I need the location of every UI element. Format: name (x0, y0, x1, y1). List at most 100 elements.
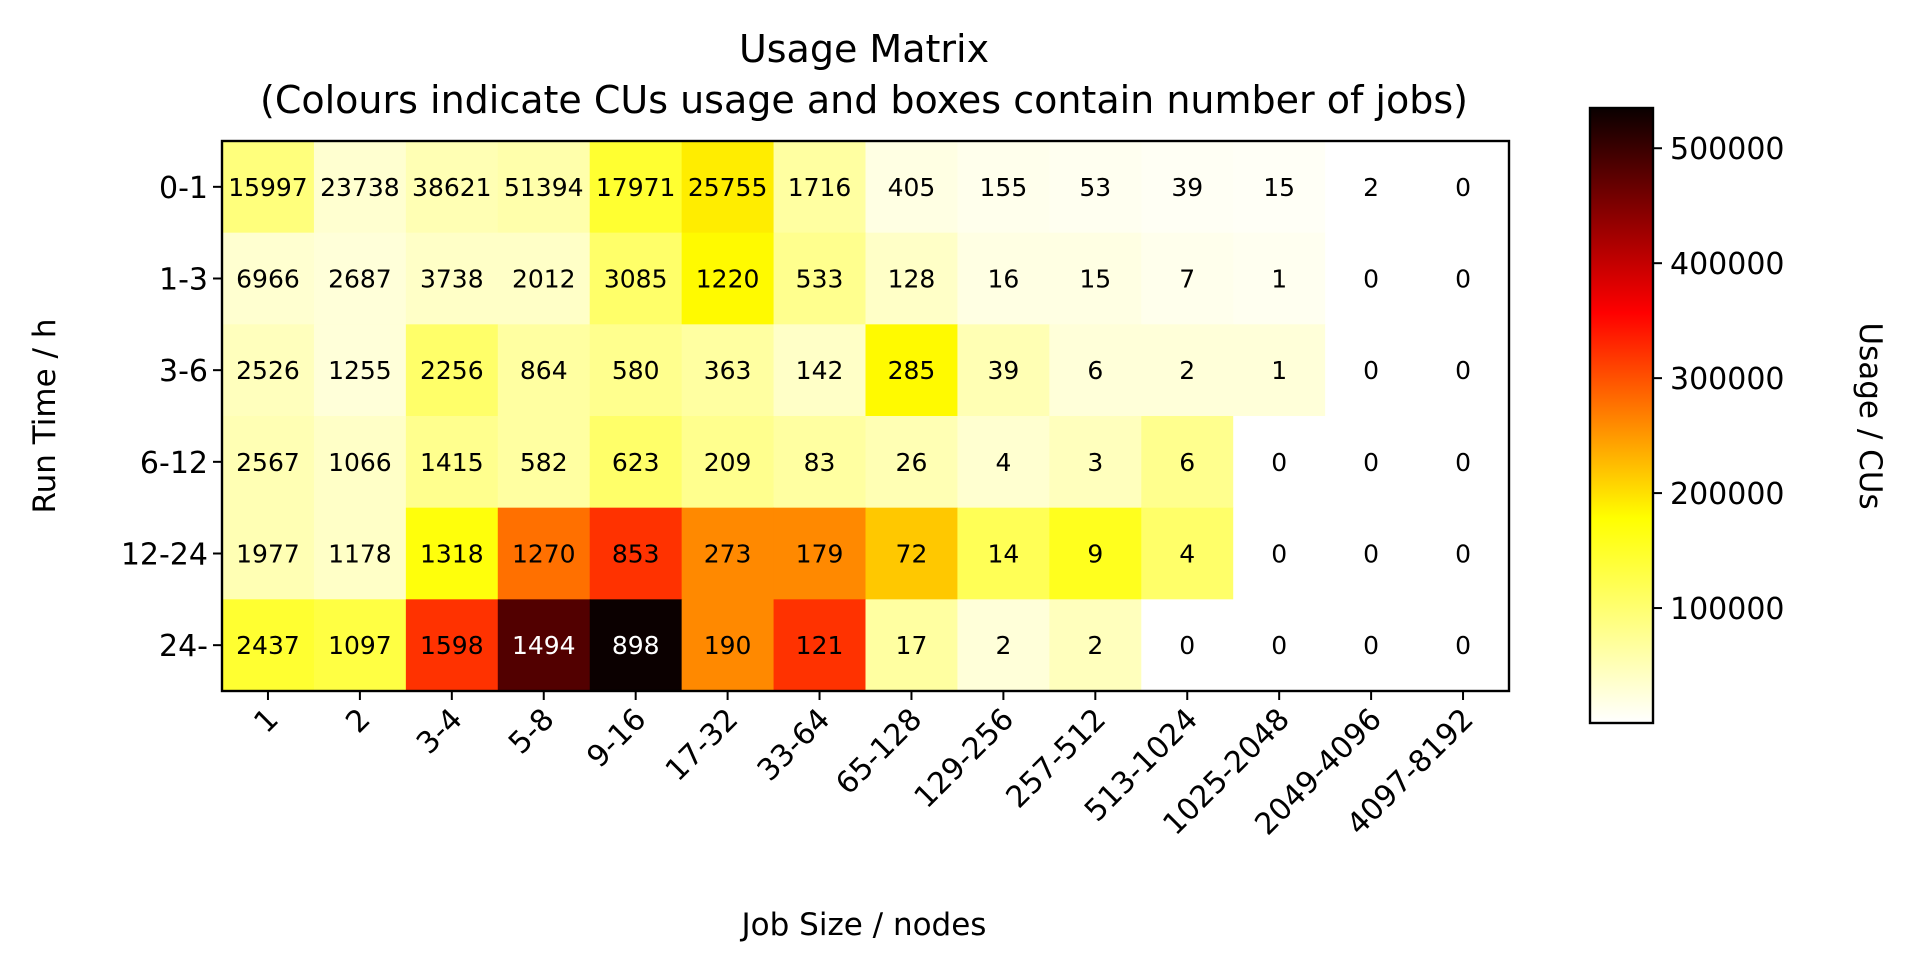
cell-value-label: 3738 (420, 265, 484, 294)
cell-value-label: 1255 (328, 356, 392, 385)
heatmap-cell (589, 416, 683, 509)
cell-value-label: 273 (704, 540, 752, 569)
cell-value-label: 190 (704, 631, 752, 660)
x-tick-label: 5-8 (502, 702, 561, 761)
cell-value-label: 4 (1179, 540, 1195, 569)
heatmap-cell (405, 232, 499, 325)
heatmap-cell (1325, 324, 1418, 417)
heatmap-cell (222, 416, 315, 509)
heatmap-cell (865, 232, 959, 325)
heatmap-cell (957, 141, 1050, 234)
cell-value-label: 0 (1271, 631, 1287, 660)
cell-value-label: 285 (888, 356, 936, 385)
cell-value-label: 7 (1179, 265, 1195, 294)
cell-value-label: 15 (1263, 173, 1295, 202)
heatmap-cell (957, 232, 1050, 325)
cell-value-label: 38621 (412, 173, 492, 202)
cell-value-label: 1 (1271, 265, 1287, 294)
heatmap-cell (681, 416, 775, 509)
cell-value-label: 405 (888, 173, 936, 202)
y-axis-label: Run Time / h (27, 319, 63, 514)
heatmap-cell (1049, 232, 1142, 325)
cell-value-label: 2437 (236, 631, 300, 660)
heatmap-cell (222, 324, 315, 417)
heatmap-cell (1141, 141, 1234, 234)
x-tick-label: 1 (247, 702, 285, 740)
heatmap-cell (1417, 416, 1510, 509)
cell-value-label: 0 (1363, 265, 1379, 294)
heatmap-cell (1417, 324, 1510, 417)
heatmap-cell (1141, 232, 1234, 325)
heatmap-cell (1141, 416, 1234, 509)
y-tick-label: 1-3 (159, 263, 208, 298)
heatmap-cells (222, 141, 1510, 692)
cell-value-label: 25755 (688, 173, 768, 202)
heatmap-cell (865, 599, 959, 692)
cell-value-label: 6966 (236, 265, 300, 294)
heatmap-cell (1141, 599, 1234, 692)
heatmap-cell (589, 232, 683, 325)
heatmap-cell (589, 324, 683, 417)
cell-value-label: 4 (995, 448, 1011, 477)
colorbar-tick-label: 300000 (1670, 362, 1785, 397)
cell-value-label: 1220 (696, 265, 760, 294)
heatmap-cell (1325, 599, 1418, 692)
heatmap-cell (1417, 507, 1510, 600)
heatmap-cell (681, 599, 775, 692)
cell-value-label: 0 (1455, 540, 1471, 569)
heatmap-cell (1233, 232, 1326, 325)
cell-value-label: 0 (1455, 173, 1471, 202)
heatmap-cell (222, 599, 315, 692)
cell-value-label: 83 (804, 448, 836, 477)
cell-value-label: 2 (1087, 631, 1103, 660)
cell-value-label: 0 (1179, 631, 1195, 660)
heatmap-cell (497, 507, 591, 600)
y-tick-label: 6-12 (140, 446, 208, 481)
cell-value-label: 51394 (504, 173, 584, 202)
cell-value-label: 2256 (420, 356, 484, 385)
cell-value-label: 1977 (236, 540, 300, 569)
heatmap-cell (957, 599, 1050, 692)
heatmap-cell (773, 416, 867, 509)
cell-value-label: 39 (1171, 173, 1203, 202)
cell-value-label: 2687 (328, 265, 392, 294)
y-tick-label: 3-6 (159, 354, 208, 389)
heatmap-cell (773, 599, 867, 692)
cell-value-label: 121 (796, 631, 844, 660)
cell-value-label: 72 (896, 540, 928, 569)
heatmap-cell (589, 141, 683, 234)
heatmap-cell (773, 141, 867, 234)
cell-value-label: 26 (896, 448, 928, 477)
heatmap-cell (405, 599, 499, 692)
heatmap-cell (405, 141, 499, 234)
cell-value-label: 15 (1079, 265, 1111, 294)
cell-value-label: 53 (1079, 173, 1111, 202)
x-tick-label: 2 (339, 702, 377, 740)
heatmap-cell (313, 232, 407, 325)
cell-value-label: 2526 (236, 356, 300, 385)
heatmap-cell (957, 416, 1050, 509)
heatmap-cell (222, 141, 315, 234)
cell-value-label: 0 (1363, 448, 1379, 477)
cell-value-label: 14 (987, 540, 1019, 569)
heatmap-cell (681, 232, 775, 325)
cell-value-label: 853 (612, 540, 660, 569)
heatmap-cell (681, 141, 775, 234)
cell-value-label: 363 (704, 356, 752, 385)
y-tick-label: 12-24 (121, 538, 208, 573)
cell-value-label: 0 (1363, 631, 1379, 660)
heatmap-cell (1417, 599, 1510, 692)
heatmap-cell (681, 507, 775, 600)
x-tick-label: 17-32 (659, 702, 745, 788)
heatmap-cell (313, 416, 407, 509)
heatmap-cell (865, 507, 959, 600)
cell-value-label: 16 (987, 265, 1019, 294)
heatmap-cell (313, 507, 407, 600)
cell-value-label: 17 (896, 631, 928, 660)
heatmap-cell (405, 507, 499, 600)
cell-value-label: 0 (1455, 448, 1471, 477)
cell-value-label: 1178 (328, 540, 392, 569)
heatmap-cell (497, 232, 591, 325)
cell-value-label: 39 (987, 356, 1019, 385)
heatmap-cell (589, 507, 683, 600)
